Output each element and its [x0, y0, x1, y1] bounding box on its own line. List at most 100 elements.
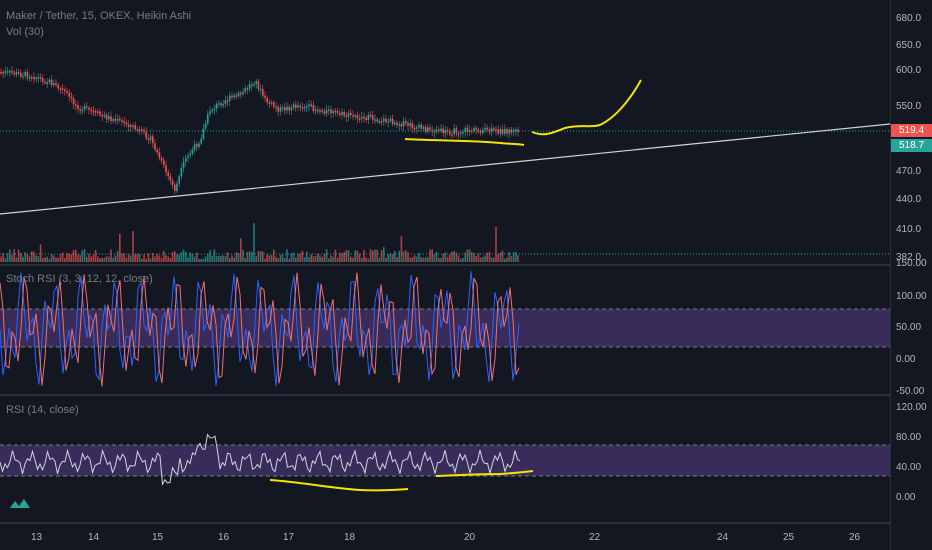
stoch-legend[interactable]: Stoch RSI (3, 3, 12, 12, close) — [6, 273, 153, 285]
candle-body — [112, 118, 114, 121]
candle-body — [268, 102, 271, 104]
candle-body — [497, 129, 499, 134]
candle-body — [59, 88, 62, 90]
volume-bar — [431, 249, 433, 262]
candle-body — [468, 130, 471, 132]
candle-body — [81, 109, 84, 112]
tradingview-logo-icon[interactable] — [9, 496, 31, 512]
candle-body — [222, 104, 224, 106]
pane-separator[interactable] — [0, 264, 932, 266]
volume-bar — [207, 253, 209, 262]
time-label: 15 — [152, 532, 164, 543]
volume-bar — [369, 249, 372, 262]
volume-bar — [138, 254, 141, 262]
volume-bar — [429, 249, 431, 262]
volume-bar — [152, 253, 154, 262]
volume-bar — [482, 257, 484, 262]
candle-body — [169, 176, 172, 181]
volume-bar — [222, 255, 224, 262]
candle-body — [262, 88, 264, 96]
candle-body — [301, 107, 304, 109]
volume-bar — [455, 252, 458, 262]
candle-body — [297, 105, 299, 108]
volume-bar — [515, 252, 517, 262]
candle-body — [39, 77, 42, 79]
price-axis[interactable] — [890, 0, 932, 550]
candle-body — [457, 133, 460, 135]
volume-bar — [13, 249, 15, 262]
volume-bar — [55, 257, 57, 262]
volume-bar — [90, 256, 92, 262]
candle-body — [92, 110, 95, 113]
volume-bar — [259, 250, 262, 262]
time-label: 13 — [31, 532, 43, 543]
candle-body — [209, 111, 211, 115]
candle-body — [383, 118, 385, 122]
volume-bar — [17, 249, 20, 262]
volume-bar — [127, 254, 130, 262]
candle-body — [484, 127, 486, 131]
volume-bar — [92, 255, 95, 262]
volume-bar — [495, 227, 497, 262]
volume-bar — [46, 256, 48, 262]
candle-body — [451, 134, 453, 136]
volume-bar — [512, 251, 515, 262]
volume-bar — [317, 253, 319, 262]
candle-body — [273, 102, 275, 107]
candle-body — [339, 113, 341, 115]
candle-body — [422, 127, 425, 129]
candle-body — [61, 88, 64, 90]
volume-bar — [343, 252, 345, 262]
volume-bar — [171, 252, 174, 262]
volume-bar — [193, 256, 196, 262]
candle-body — [512, 129, 515, 133]
volume-bar — [182, 249, 185, 262]
volume-bar — [114, 255, 117, 262]
volume-bar — [145, 258, 147, 262]
candle-body — [389, 118, 392, 122]
volume-bar — [22, 256, 24, 262]
volume-bar — [86, 256, 88, 262]
volume-bar — [277, 258, 279, 262]
volume-bar — [295, 257, 297, 262]
volume-bar — [6, 253, 9, 262]
volume-bar — [385, 257, 387, 262]
volume-bar — [284, 258, 286, 262]
candle-body — [127, 124, 130, 128]
rsi-legend[interactable]: RSI (14, close) — [6, 404, 79, 416]
volume-bar — [169, 257, 172, 262]
volume-bar — [279, 254, 282, 262]
volume-bar — [363, 250, 365, 262]
volume-bar — [303, 257, 306, 262]
volume-bar — [147, 253, 150, 262]
volume-bar — [314, 256, 317, 262]
rsi-tick: 80.00 — [896, 432, 922, 443]
candle-body — [50, 79, 53, 86]
candle-body — [431, 129, 433, 132]
candle-body — [125, 122, 128, 125]
candle-body — [394, 122, 396, 125]
volume-bar — [215, 256, 218, 262]
volume-bar — [372, 250, 374, 262]
chart-title[interactable]: Maker / Tether, 15, OKEX, Heikin Ashi — [6, 10, 192, 22]
pane-separator — [0, 522, 932, 524]
candle-body — [405, 121, 407, 124]
volume-bar — [209, 250, 211, 262]
candle-body — [105, 114, 108, 120]
volume-legend[interactable]: Vol (30) — [6, 26, 44, 38]
candle-body — [424, 127, 427, 132]
volume-bar — [75, 249, 77, 262]
stoch-k-line — [0, 271, 520, 387]
volume-bar — [44, 257, 46, 262]
candle-body — [334, 110, 337, 113]
candlestick-series — [0, 66, 519, 195]
candle-body — [180, 167, 183, 177]
candle-body — [444, 130, 447, 134]
volume-bar — [202, 258, 205, 262]
candle-body — [207, 114, 209, 124]
volume-bar — [345, 250, 348, 262]
candle-body — [299, 105, 301, 108]
pane-separator[interactable] — [0, 394, 932, 396]
volume-bar — [424, 257, 427, 262]
